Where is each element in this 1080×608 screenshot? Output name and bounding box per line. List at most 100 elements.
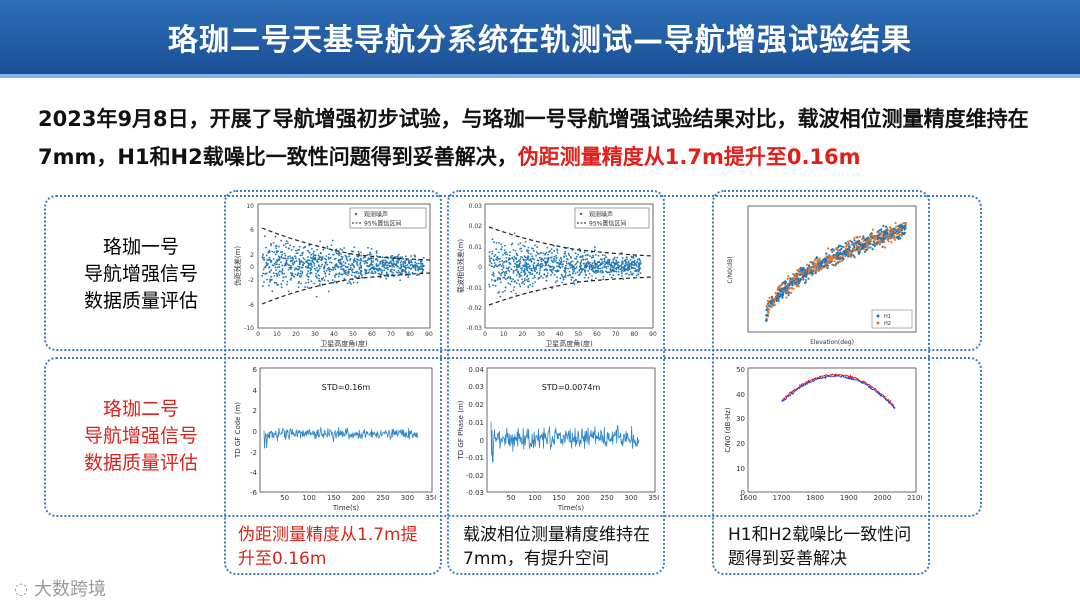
- scatter-point: [532, 265, 535, 268]
- scatter-point: [510, 290, 513, 293]
- scatter-point: [407, 276, 410, 278]
- scatter-point: [546, 246, 549, 249]
- scatter-point-h1: [876, 238, 879, 241]
- scatter-point-h2: [831, 250, 834, 254]
- scatter-point: [334, 276, 336, 278]
- scatter-point: [395, 260, 398, 263]
- scatter-point: [360, 251, 362, 254]
- scatter-point: [567, 252, 570, 255]
- tick-x: 250: [600, 494, 613, 502]
- scatter-point-h2: [768, 296, 771, 299]
- scatter-point: [631, 273, 634, 276]
- scatter-point-h1: [815, 257, 818, 260]
- scatter-point: [274, 253, 277, 256]
- scatter-point: [305, 265, 307, 268]
- scatter-point-h2: [818, 257, 821, 260]
- scatter-point: [533, 262, 536, 264]
- scatter-point: [531, 269, 533, 272]
- scatter-point-h2: [826, 265, 829, 268]
- scatter-point: [613, 257, 616, 260]
- scatter-point: [562, 278, 565, 281]
- scatter-point: [373, 267, 375, 270]
- scatter-point: [344, 262, 347, 265]
- scatter-point: [332, 269, 335, 271]
- scatter-point: [297, 272, 300, 275]
- scatter-point: [307, 249, 310, 252]
- row2-label-line3: 数据质量评估: [83, 452, 198, 474]
- scatter-point: [265, 265, 267, 268]
- scatter-point: [280, 283, 283, 286]
- scatter-point: [540, 262, 543, 265]
- tick-y: 0.03: [469, 203, 483, 210]
- scatter-point-h2: [895, 225, 898, 228]
- scatter-point: [370, 263, 373, 266]
- scatter-point: [593, 261, 596, 264]
- scatter-point: [294, 255, 297, 258]
- scatter-point: [392, 259, 394, 261]
- scatter-point-h1: [779, 293, 782, 296]
- scatter-point: [518, 283, 521, 286]
- scatter-point: [497, 264, 500, 267]
- scatter-point: [340, 273, 343, 276]
- tick-x: 30: [537, 331, 545, 338]
- scatter-point: [508, 254, 511, 257]
- scatter-point: [522, 280, 524, 283]
- scatter-point: [604, 254, 606, 257]
- scatter-point: [501, 263, 504, 265]
- scatter-point: [582, 262, 585, 265]
- scatter-point: [529, 283, 531, 286]
- scatter-point: [489, 257, 491, 260]
- scatter-point: [508, 266, 511, 268]
- scatter-point: [329, 261, 331, 264]
- scatter-point: [375, 255, 378, 257]
- scatter-point: [320, 265, 322, 268]
- scatter-point: [402, 258, 405, 260]
- scatter-point-h1: [859, 244, 862, 247]
- scatter-point: [497, 292, 499, 294]
- scatter-point: [268, 256, 271, 259]
- scatter-point: [280, 239, 283, 242]
- tick-x: 40: [556, 331, 564, 338]
- scatter-point: [356, 261, 359, 264]
- scatter-point: [381, 263, 384, 265]
- scatter-point: [267, 266, 270, 269]
- scatter-point: [275, 269, 277, 271]
- scatter-point-h1: [900, 229, 903, 232]
- scatter-point: [300, 276, 302, 278]
- scatter-point: [362, 257, 365, 259]
- scatter-point: [632, 255, 635, 258]
- scatter-point: [366, 259, 369, 262]
- scatter-point: [597, 271, 599, 274]
- scatter-point: [556, 248, 559, 251]
- scatter-point: [375, 250, 378, 253]
- scatter-point-h1: [880, 230, 883, 233]
- scatter-point: [496, 255, 499, 258]
- scatter-point: [503, 261, 506, 263]
- caption-line: 伪距测量精度从1.7m提: [238, 525, 418, 545]
- scatter-point: [580, 261, 582, 263]
- scatter-point-h1: [826, 256, 829, 259]
- scatter-point-h2: [821, 266, 824, 269]
- series-line: [263, 427, 419, 449]
- scatter-point-h2: [818, 260, 821, 263]
- scatter-point: [281, 253, 283, 256]
- scatter-point: [414, 261, 417, 264]
- scatter-point: [421, 268, 424, 271]
- scatter-point: [595, 272, 597, 274]
- scatter-point: [612, 259, 614, 261]
- scatter-point: [581, 254, 584, 257]
- tick-x: 40: [330, 331, 338, 338]
- scatter-point: [498, 290, 501, 293]
- scatter-point: [506, 253, 509, 256]
- scatter-point: [341, 248, 343, 251]
- scatter-point: [505, 267, 508, 269]
- scatter-point: [490, 257, 493, 260]
- scatter-point: [524, 278, 526, 280]
- x-axis-label: 卫星高度角(度): [545, 339, 593, 348]
- scatter-point-h2: [852, 247, 855, 250]
- scatter-point: [397, 260, 400, 263]
- scatter-point: [510, 243, 513, 246]
- scatter-point: [287, 255, 290, 258]
- scatter-point: [325, 255, 328, 257]
- scatter-point: [280, 261, 282, 263]
